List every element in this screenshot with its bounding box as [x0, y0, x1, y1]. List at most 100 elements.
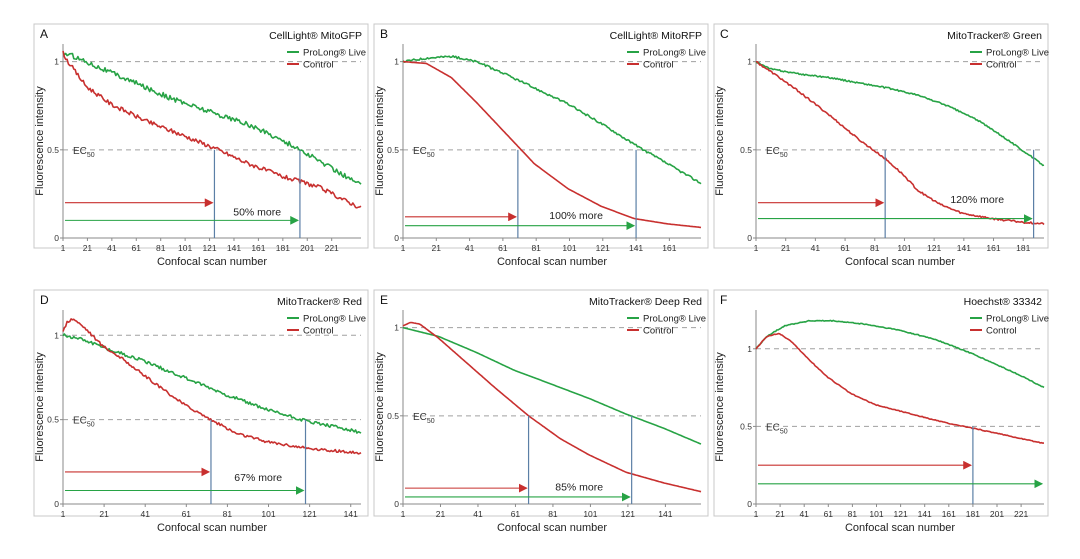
improvement-annotation: 100% more: [549, 210, 603, 222]
x-tick-label: 141: [629, 243, 643, 253]
panel-title: CellLight® MitoRFP: [610, 30, 702, 42]
panel-letter: C: [720, 27, 729, 41]
x-tick-label: 21: [432, 243, 442, 253]
panel-title: MitoTracker® Green: [947, 30, 1042, 42]
panel-letter: A: [40, 27, 48, 41]
x-axis-label: Confocal scan number: [497, 522, 607, 534]
y-tick-label: 0.5: [740, 421, 752, 431]
panel-letter: F: [720, 293, 727, 307]
ec50-main: EC: [73, 146, 87, 157]
x-axis-label: Confocal scan number: [497, 256, 607, 268]
series-line-prolong-live: [62, 51, 362, 185]
x-tick-label: 1: [754, 509, 759, 519]
improvement-annotation: 120% more: [950, 194, 1004, 206]
x-tick-label: 141: [344, 509, 358, 519]
legend-entry: Control: [986, 60, 1017, 71]
y-tick-label: 0: [54, 233, 59, 243]
x-tick-label: 41: [107, 243, 117, 253]
x-tick-label: 1: [61, 243, 66, 253]
ec50-sub: 50: [427, 152, 435, 159]
ec50-main: EC: [73, 416, 87, 427]
legend-entry: Control: [643, 60, 674, 71]
y-tick-label: 0: [394, 233, 399, 243]
x-tick-label: 81: [870, 243, 880, 253]
ec50-sub: 50: [780, 152, 788, 159]
series-line-control: [402, 321, 702, 493]
legend-entry: ProLong® Live: [303, 314, 366, 325]
y-tick-label: 0: [747, 233, 752, 243]
legend-entry: ProLong® Live: [303, 48, 366, 59]
ec50-label: EC50: [766, 422, 788, 435]
panel-title: MitoTracker® Red: [277, 296, 362, 308]
ec50-sub: 50: [427, 418, 435, 425]
x-tick-label: 61: [511, 509, 521, 519]
y-tick-label: 0.5: [740, 145, 752, 155]
x-tick-label: 101: [562, 243, 576, 253]
ec50-main: EC: [766, 146, 780, 157]
x-tick-label: 61: [824, 509, 834, 519]
ec50-label: EC50: [73, 146, 95, 159]
y-tick-label: 1: [747, 344, 752, 354]
x-tick-label: 141: [658, 509, 672, 519]
x-tick-label: 41: [811, 243, 821, 253]
x-tick-label: 121: [596, 243, 610, 253]
y-axis-label: Fluorescence intensity: [374, 86, 386, 196]
x-tick-label: 21: [775, 509, 785, 519]
legend-entry: ProLong® Live: [643, 48, 706, 59]
x-tick-label: 61: [840, 243, 850, 253]
series-line-control: [755, 332, 1044, 444]
y-tick-label: 1: [54, 330, 59, 340]
legend-entry: ProLong® Live: [986, 48, 1049, 59]
x-tick-label: 141: [227, 243, 241, 253]
x-tick-label: 61: [498, 243, 508, 253]
x-tick-label: 81: [223, 509, 233, 519]
x-tick-label: 161: [662, 243, 676, 253]
x-tick-label: 181: [1016, 243, 1030, 253]
x-tick-label: 81: [848, 509, 858, 519]
x-tick-label: 121: [303, 509, 317, 519]
x-tick-label: 221: [1014, 509, 1028, 519]
panel-title: MitoTracker® Deep Red: [589, 296, 702, 308]
legend-entry: Control: [986, 326, 1017, 337]
improvement-annotation: 67% more: [234, 472, 282, 484]
x-tick-label: 61: [182, 509, 192, 519]
y-axis-label: Fluorescence intensity: [34, 352, 46, 462]
series-line-control: [402, 60, 702, 229]
x-axis-label: Confocal scan number: [157, 256, 267, 268]
y-tick-label: 1: [394, 323, 399, 333]
panel-letter: D: [40, 293, 49, 307]
panel-letter: B: [380, 27, 388, 41]
x-tick-label: 161: [986, 243, 1000, 253]
x-tick-label: 81: [156, 243, 166, 253]
x-tick-label: 21: [436, 509, 446, 519]
panel-title: Hoechst® 33342: [964, 296, 1043, 308]
x-tick-label: 81: [548, 509, 558, 519]
y-tick-label: 0.5: [47, 415, 59, 425]
ec50-sub: 50: [87, 152, 95, 159]
x-tick-label: 101: [869, 509, 883, 519]
x-tick-label: 121: [894, 509, 908, 519]
x-tick-label: 121: [927, 243, 941, 253]
ec50-sub: 50: [780, 428, 788, 435]
legend-entry: ProLong® Live: [643, 314, 706, 325]
x-tick-label: 41: [465, 243, 475, 253]
ec50-label: EC50: [766, 146, 788, 159]
x-tick-label: 41: [473, 509, 483, 519]
x-tick-label: 21: [83, 243, 93, 253]
ec50-label: EC50: [73, 416, 95, 429]
y-axis-label: Fluorescence intensity: [714, 86, 726, 196]
x-tick-label: 121: [621, 509, 635, 519]
y-tick-label: 0: [54, 499, 59, 509]
panel-frame: [33, 289, 369, 517]
panel-letter: E: [380, 293, 388, 307]
x-tick-label: 1: [61, 509, 66, 519]
